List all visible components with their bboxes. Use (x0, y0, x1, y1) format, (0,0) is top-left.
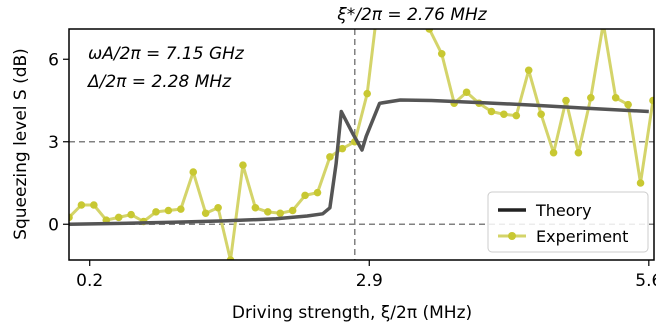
experiment-point-38 (537, 110, 545, 119)
x-tick-label-0: 0.2 (76, 271, 103, 291)
experiment-point-37 (524, 66, 533, 75)
marker-line-label: ξ*/2π = 2.76 MHz (336, 5, 488, 25)
experiment-point-1 (77, 201, 86, 209)
experiment-point-15 (251, 203, 260, 212)
experiment-point-9 (177, 205, 185, 213)
experiment-point-46 (636, 179, 645, 187)
experiment-point-39 (549, 148, 558, 157)
experiment-point-5 (127, 210, 135, 219)
experiment-point-11 (201, 209, 210, 218)
legend-box (487, 191, 649, 253)
experiment-point-29 (425, 29, 434, 33)
grid-layer (69, 141, 654, 225)
legend: Theory Experiment (487, 191, 649, 253)
x-tick-label-1: 2.9 (356, 271, 383, 291)
experiment-point-4 (114, 213, 123, 222)
experiment-point-45 (624, 100, 632, 109)
experiment-point-14 (239, 161, 247, 169)
experiment-point-2 (90, 201, 98, 209)
experiment-point-0 (69, 213, 73, 222)
experiment-point-16 (263, 208, 272, 216)
experiment-point-44 (611, 93, 620, 102)
legend-experiment-marker (508, 232, 516, 240)
experiment-point-42 (587, 93, 595, 102)
x-tick-label-2: 5.6 (635, 271, 656, 291)
experiment-point-24 (363, 89, 371, 98)
experiment-point-12 (214, 203, 222, 212)
experiment-point-41 (574, 148, 583, 157)
experiment-point-8 (164, 206, 173, 215)
x-axis-label: Driving strength, ξ/2π (MHz) (232, 303, 472, 323)
experiment-point-17 (276, 209, 285, 218)
experiment-point-20 (313, 188, 322, 197)
experiment-point-32 (462, 88, 471, 97)
experiment-point-10 (189, 168, 198, 176)
legend-experiment-label: Experiment (536, 227, 628, 246)
experiment-point-22 (338, 144, 347, 153)
experiment-point-19 (301, 191, 309, 200)
tick-layer: 0.2 2.9 5.6 0 3 6 (48, 50, 656, 291)
y-tick-label-0: 0 (48, 215, 59, 235)
experiment-point-36 (512, 111, 521, 120)
experiment-point-7 (152, 208, 160, 216)
annotation-omega: ωA/2π = 7.15 GHz (88, 44, 245, 64)
experiment-point-40 (562, 96, 570, 105)
theory-line (69, 98, 649, 227)
series-layer (69, 20, 654, 260)
legend-theory-label: Theory (535, 201, 592, 220)
y-axis-label: Squeezing level S (dB) (11, 48, 31, 240)
experiment-point-13 (226, 256, 235, 260)
experiment-point-34 (487, 107, 496, 116)
experiment-point-35 (500, 110, 508, 119)
y-tick-label-2: 6 (48, 50, 59, 70)
experiment-point-47 (649, 96, 654, 105)
experiment-point-30 (437, 49, 446, 58)
plot-frame (68, 28, 655, 261)
annotation-delta: Δ/2π = 2.28 MHz (86, 72, 232, 92)
experiment-point-18 (288, 206, 297, 215)
experiment-point-43 (599, 20, 607, 28)
y-tick-label-1: 3 (48, 133, 59, 153)
experiment-point-21 (326, 153, 334, 161)
